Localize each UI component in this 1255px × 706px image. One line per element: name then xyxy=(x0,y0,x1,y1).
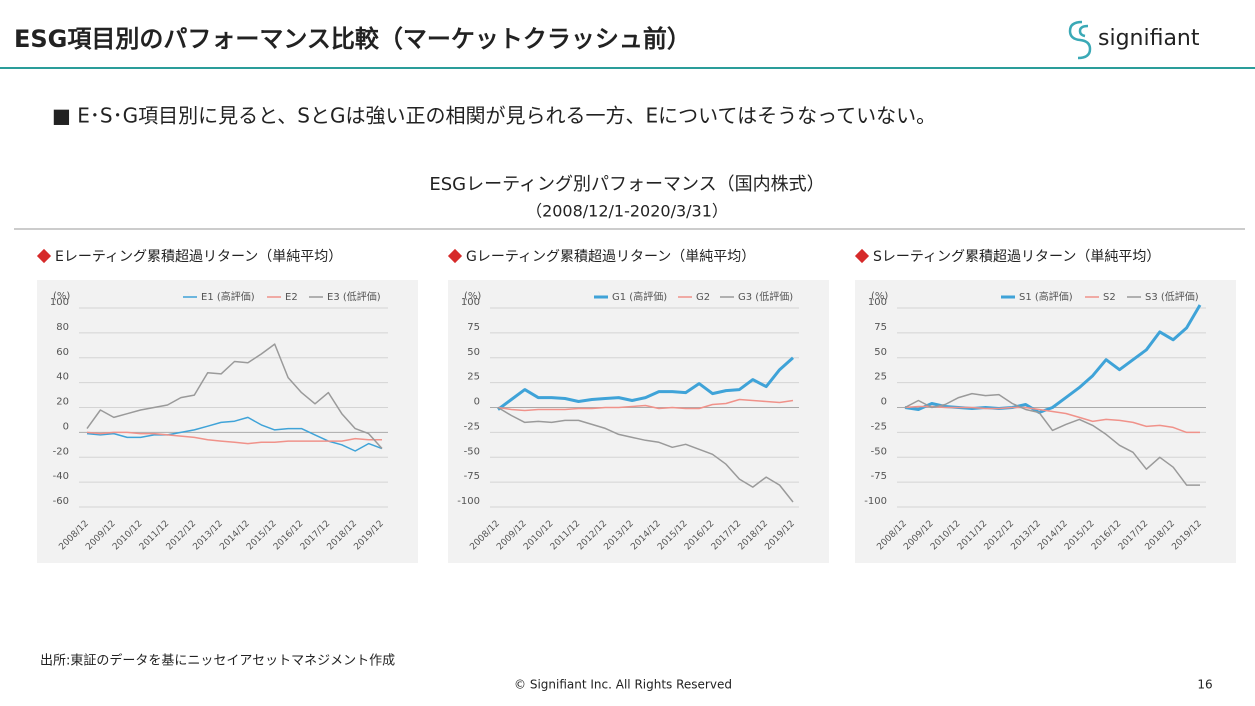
logo-icon xyxy=(1068,20,1092,60)
figure-title: ESGレーティング別パフォーマンス（国内株式） xyxy=(429,174,824,195)
logo-text: signifiant xyxy=(1098,26,1200,51)
y-tick-label: -50 xyxy=(464,446,480,457)
copyright: © Signifiant Inc. All Rights Reserved xyxy=(514,678,732,692)
y-tick-label: 60 xyxy=(56,347,69,358)
y-tick-label: -60 xyxy=(53,496,69,507)
source-note: 出所:東証のデータを基にニッセイアセットマネジメント作成 xyxy=(40,653,395,669)
series-line xyxy=(86,431,382,445)
legend-label: G2 xyxy=(696,292,710,303)
plot-panel xyxy=(448,280,829,563)
title-marker xyxy=(447,248,463,264)
y-tick-label: 25 xyxy=(467,372,480,383)
y-unit: (%) xyxy=(464,291,481,302)
legend-label: E2 xyxy=(285,292,298,303)
series-line xyxy=(86,416,383,452)
y-tick-label: 50 xyxy=(467,347,480,358)
title-marker xyxy=(854,248,870,264)
legend-label: E3 (低評価) xyxy=(327,290,381,303)
legend-label: S3 (低評価) xyxy=(1145,290,1199,303)
y-tick-label: 100 xyxy=(868,297,887,308)
y-tick-label: -25 xyxy=(464,421,480,432)
page-number: 16 xyxy=(1197,678,1212,692)
legend-label: S1 (高評価) xyxy=(1019,290,1073,303)
series-line xyxy=(904,405,1200,434)
legend-label: S2 xyxy=(1103,292,1116,303)
y-tick-label: -75 xyxy=(871,471,887,482)
series-line xyxy=(86,343,383,450)
legend-label: G1 (高評価) xyxy=(612,290,667,303)
y-tick-label: 0 xyxy=(881,397,887,408)
legend-label: G3 (低評価) xyxy=(738,290,793,303)
y-tick-label: 100 xyxy=(50,297,69,308)
series-line xyxy=(904,392,1200,486)
y-tick-label: -50 xyxy=(871,446,887,457)
y-tick-label: 80 xyxy=(56,322,69,333)
y-unit: (%) xyxy=(53,291,70,302)
legend-label: E1 (高評価) xyxy=(201,290,255,303)
series-line xyxy=(497,406,794,503)
bullet-text: ■ E･S･G項目別に見ると、SとGは強い正の相関が見られる一方、Eについてはそ… xyxy=(52,104,936,128)
y-tick-label: 20 xyxy=(56,397,69,408)
title-marker xyxy=(36,248,52,264)
y-tick-label: -100 xyxy=(457,496,480,507)
y-tick-label: -75 xyxy=(464,471,480,482)
y-tick-label: 75 xyxy=(467,322,480,333)
y-tick-label: 25 xyxy=(874,372,887,383)
series-line xyxy=(497,398,794,412)
y-tick-label: 50 xyxy=(874,347,887,358)
y-tick-label: -40 xyxy=(53,471,69,482)
y-tick-label: 0 xyxy=(63,421,69,432)
chart-title: Gレーティング累積超過リターン（単純平均） xyxy=(466,249,755,265)
y-tick-label: -100 xyxy=(864,496,887,507)
series-line xyxy=(497,356,794,411)
y-tick-label: -25 xyxy=(871,421,887,432)
chart-title: Sレーティング累積超過リターン（単純平均） xyxy=(873,249,1160,265)
y-tick-label: 0 xyxy=(474,397,480,408)
figure-period: （2008/12/1-2020/3/31） xyxy=(526,202,728,221)
y-tick-label: 75 xyxy=(874,322,887,333)
y-tick-label: 100 xyxy=(461,297,480,308)
y-tick-label: 40 xyxy=(56,372,69,383)
chart-title: Eレーティング累積超過リターン（単純平均） xyxy=(55,249,342,265)
y-tick-label: -20 xyxy=(53,446,69,457)
y-unit: (%) xyxy=(871,291,888,302)
slide-title: ESG項目別のパフォーマンス比較（マーケットクラッシュ前） xyxy=(14,25,691,53)
